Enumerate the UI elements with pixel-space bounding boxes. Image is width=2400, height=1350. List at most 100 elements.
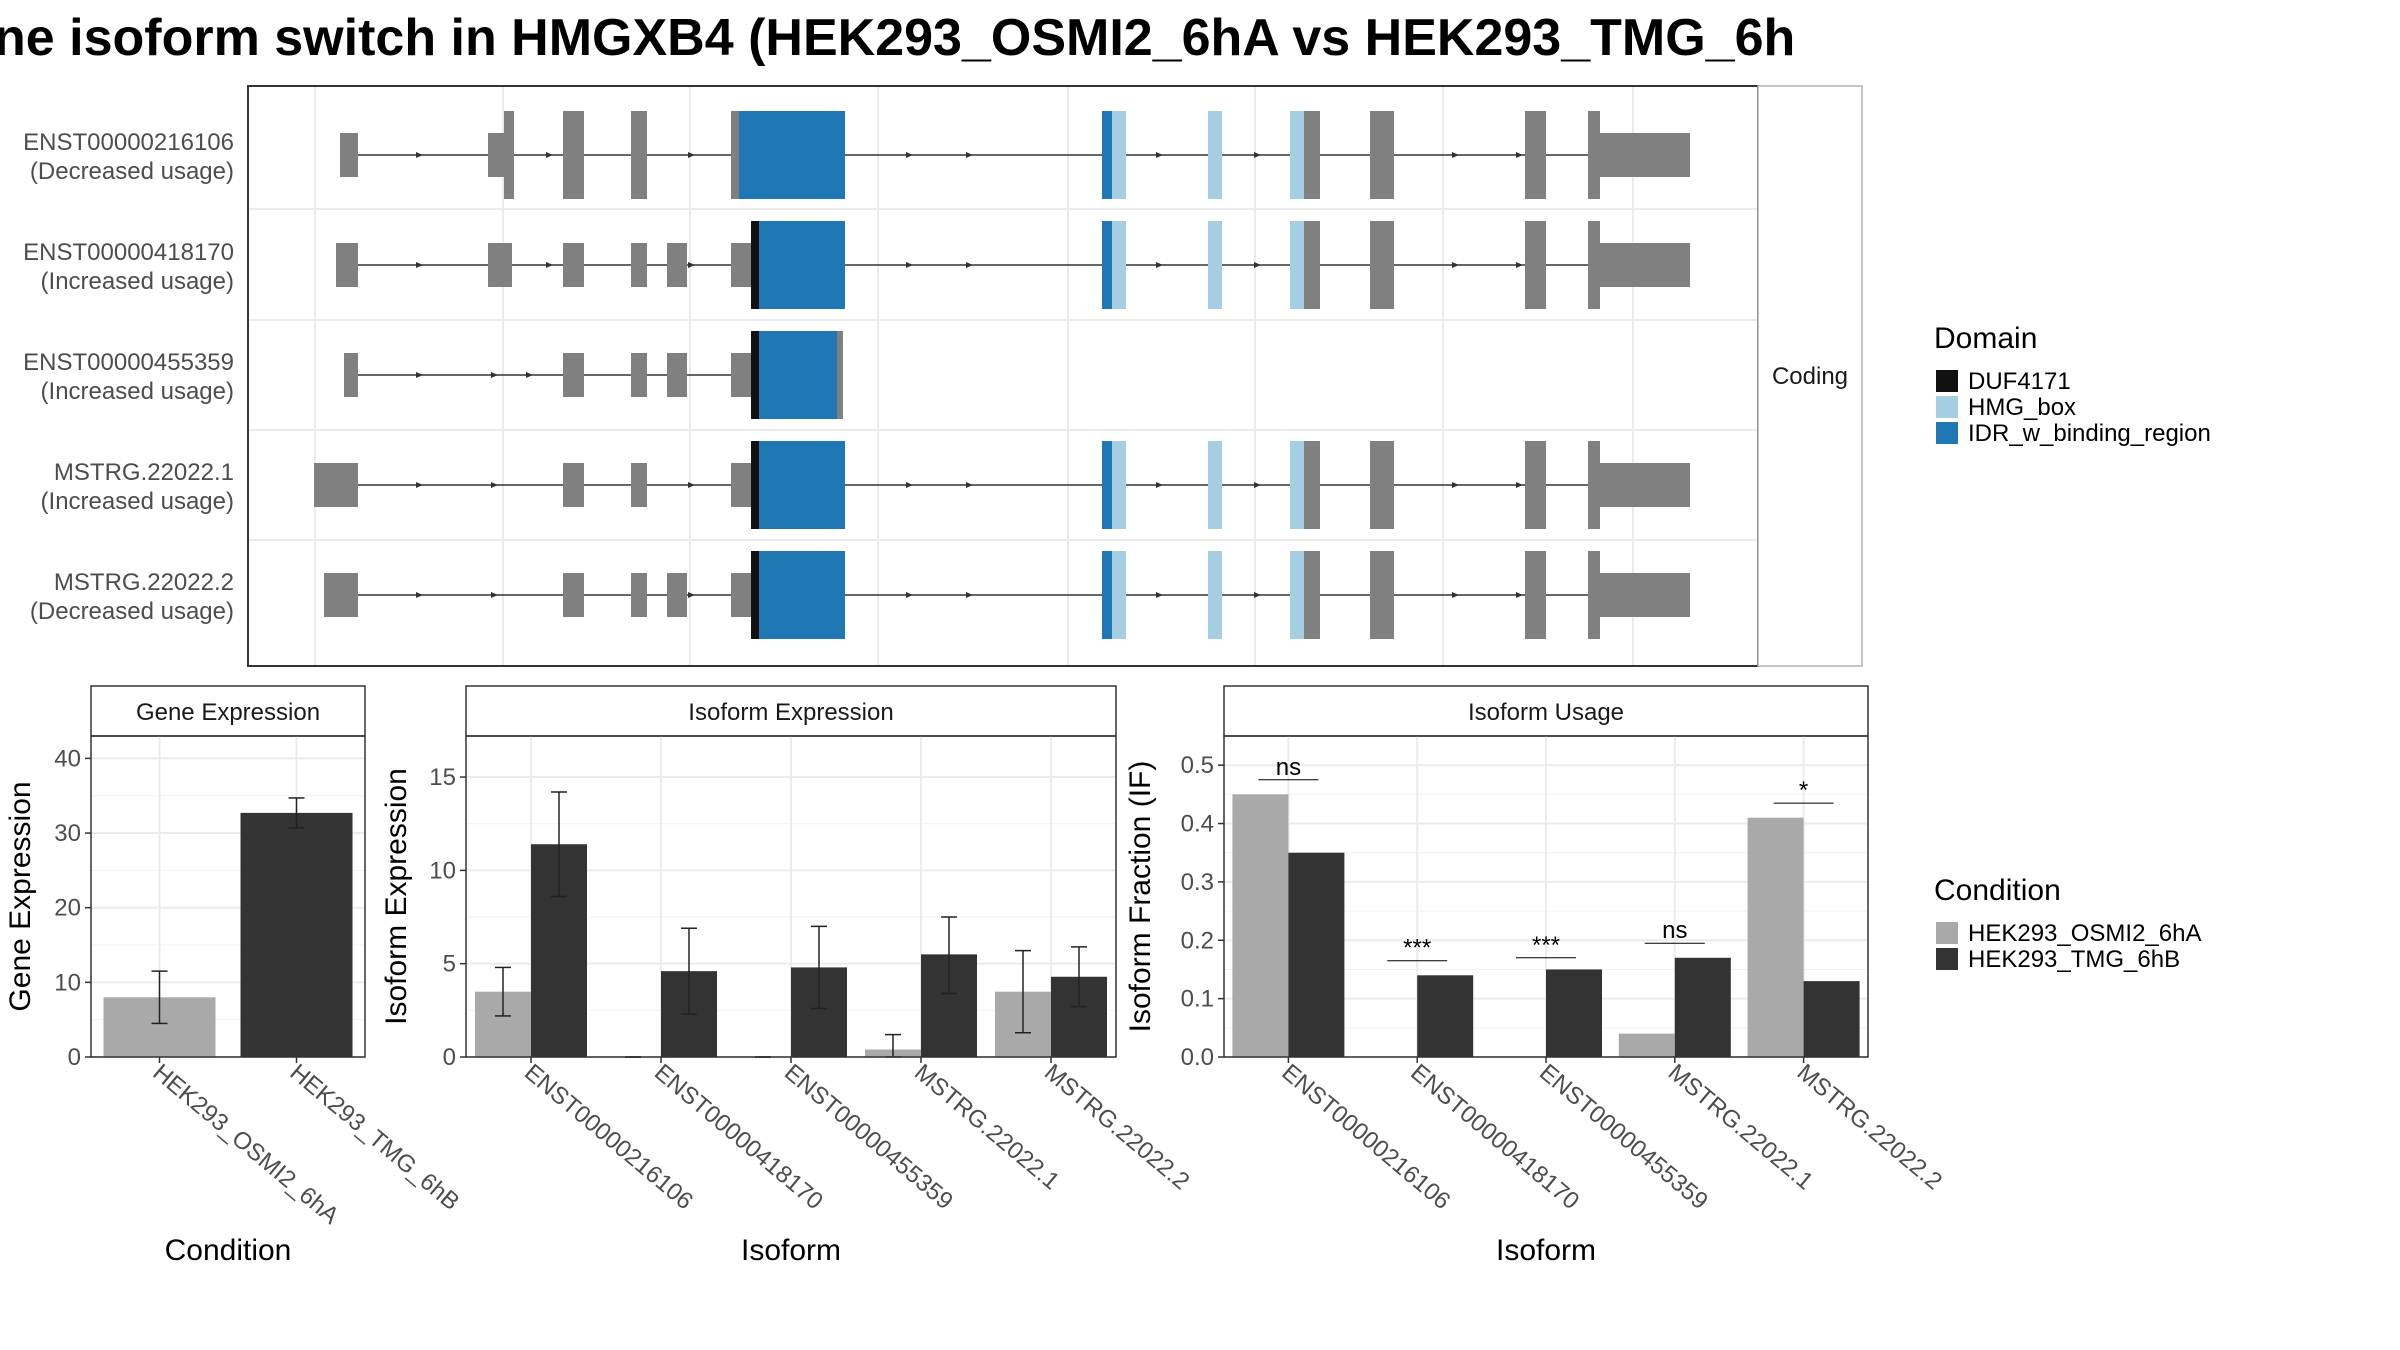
transcript-name: ENST00000418170 [23,239,234,266]
exon-block [1525,111,1546,199]
direction-arrow [966,482,973,488]
domain-block-idr-w-binding-region [759,331,837,419]
transcript-model [344,331,843,419]
y-tick-label: 40 [54,745,81,772]
bar [1747,817,1804,1057]
domain-block-hmg-box [1112,111,1126,199]
y-tick-label: 10 [429,857,456,884]
significance-label: ns [1276,754,1301,781]
exon-block [731,243,751,287]
legend-key [1936,948,1958,970]
domain-block-idr-w-binding-region [759,441,845,529]
domain-block-hmg-box [1290,441,1304,529]
domain-block-duf4171 [751,221,759,309]
direction-arrow [1516,152,1523,158]
direction-arrow [1452,152,1459,158]
transcript-model [324,551,1690,639]
exon-block [731,111,739,199]
y-tick-label: 10 [54,969,81,996]
exon-block [1370,551,1394,639]
exon-block [631,243,647,287]
domain-block-idr-w-binding-region [1102,221,1112,309]
domain-block-hmg-box [1112,551,1126,639]
domain-block-hmg-box [1208,111,1222,199]
domain-block-duf4171 [751,441,759,529]
domain-block-hmg-box [1290,551,1304,639]
y-tick-label: 0.5 [1181,752,1214,779]
exon-block [563,243,584,287]
direction-arrow [1516,592,1523,598]
bar [1618,1033,1675,1057]
exon-block [1525,221,1546,309]
exon-block [631,463,647,507]
direction-arrow [966,262,973,268]
bar [1674,957,1731,1057]
y-axis-title: Isoform Expression [380,768,413,1025]
facet-strip-label: Coding [1772,363,1848,390]
legend-key [1936,922,1958,944]
exon-block [1588,441,1600,529]
transcript-usage: (Increased usage) [41,268,234,295]
exon-block [324,573,358,617]
panel-strip-title: Isoform Usage [1468,699,1624,726]
exon-block [336,243,358,287]
exon-block [1370,111,1394,199]
exon-block [667,243,687,287]
exon-block [563,353,584,397]
x-axis-title: Isoform [1496,1234,1596,1267]
domain-block-hmg-box [1112,221,1126,309]
transcript-panel-grid [248,86,1758,666]
exon-block [563,111,584,199]
utr-block [1600,573,1690,617]
direction-arrow [1452,592,1459,598]
utr-block [1600,243,1690,287]
isoform-usage-panel: Isoform UsagensENST00000216106***ENST000… [1124,685,1947,1267]
y-axis-title: Gene Expression [4,781,37,1011]
direction-arrow [906,262,913,268]
domain-block-hmg-box [1208,551,1222,639]
legend-key [1936,370,1958,392]
panel-border [1223,735,1869,1058]
y-tick-label: 5 [443,951,456,978]
direction-arrow [1254,152,1261,158]
exon-block [1304,221,1320,309]
x-axis-title: Isoform [741,1234,841,1267]
direction-arrow [416,372,423,378]
exon-block [837,331,843,419]
direction-arrow [546,152,553,158]
domain-legend-title: Domain [1934,322,2037,355]
direction-arrow [1516,262,1523,268]
y-tick-label: 0 [443,1044,456,1071]
exon-block [344,353,358,397]
legend-label: HMG_box [1968,394,2076,421]
legend-key [1936,422,1958,444]
y-tick-label: 0.4 [1181,811,1214,838]
significance-label: *** [1532,932,1560,959]
direction-arrow [688,262,695,268]
direction-arrow [1156,482,1163,488]
direction-arrow [491,372,498,378]
direction-arrow [491,482,498,488]
domain-block-hmg-box [1208,441,1222,529]
domain-block-idr-w-binding-region [759,221,845,309]
direction-arrow [688,592,695,598]
direction-arrow [416,262,423,268]
exon-block [488,133,506,177]
exon-block [563,573,584,617]
exon-block [1304,111,1320,199]
transcript-structure-panel: Coding ENST00000216106(Decreased usage)E… [23,85,1863,667]
transcript-model [314,441,1690,529]
direction-arrow [546,262,553,268]
y-tick-label: 15 [429,764,456,791]
exon-block [1588,551,1600,639]
y-tick-label: 0.0 [1181,1044,1214,1071]
domain-block-idr-w-binding-region [1102,551,1112,639]
exon-block [488,243,512,287]
direction-arrow [416,152,423,158]
direction-arrow [1254,482,1261,488]
direction-arrow [1452,482,1459,488]
exon-block [563,463,584,507]
bar [1546,969,1602,1057]
exon-block [1525,551,1546,639]
